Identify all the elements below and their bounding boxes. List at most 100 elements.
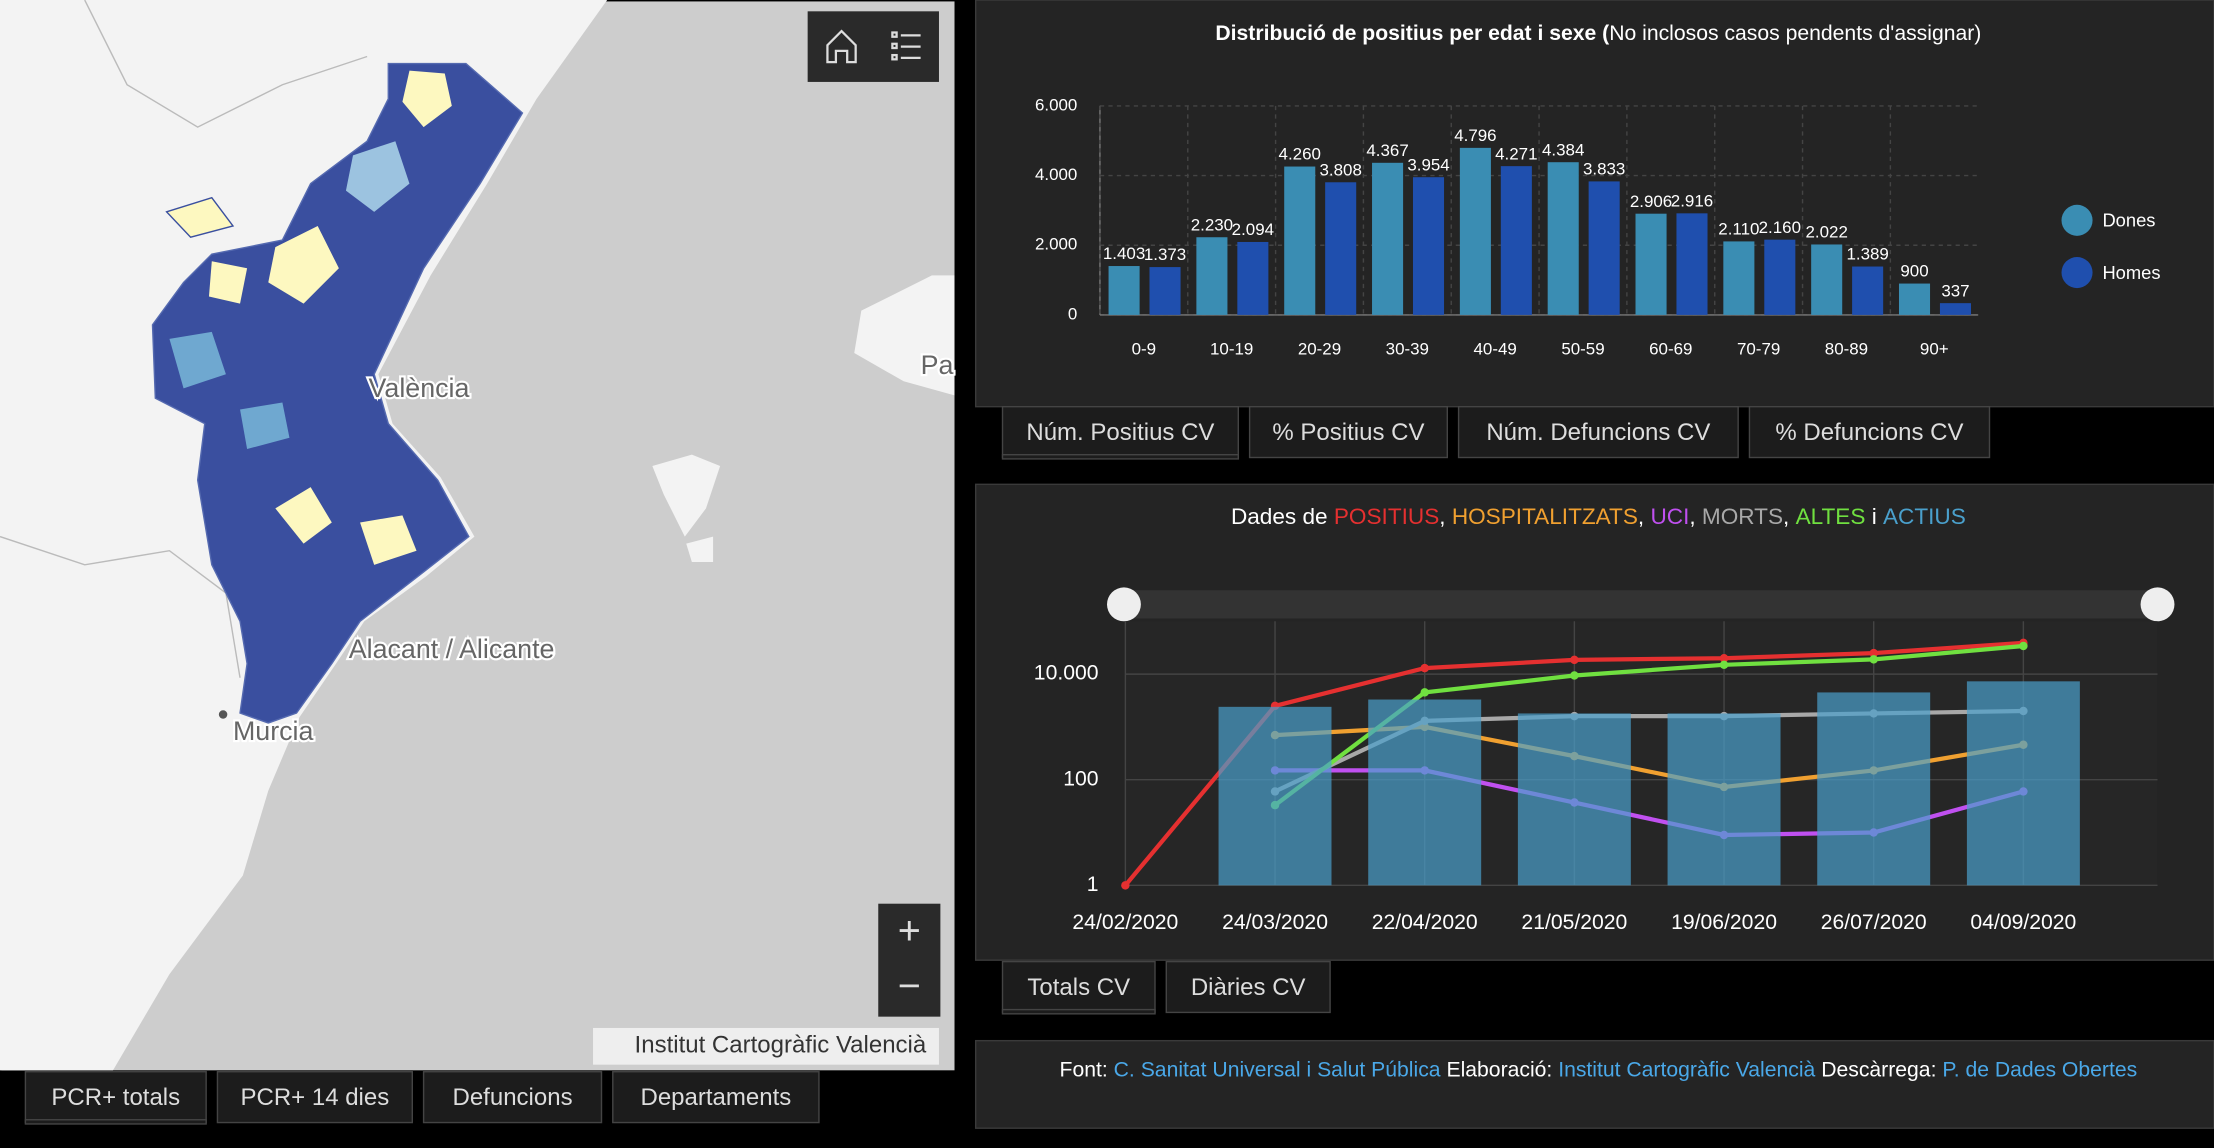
tab-box[interactable] xyxy=(1165,960,1331,1014)
home-button[interactable] xyxy=(826,29,857,64)
title-separator: i xyxy=(1865,504,1883,529)
x-tick-label: 24/03/2020 xyxy=(1222,911,1328,934)
bar xyxy=(1149,267,1181,315)
point xyxy=(1420,663,1429,673)
slider-handle[interactable] xyxy=(2140,587,2175,622)
data-label: 3.954 xyxy=(1407,155,1449,174)
point xyxy=(1719,653,1729,663)
area xyxy=(240,402,290,450)
tab-box[interactable] xyxy=(422,1071,603,1124)
tab-box[interactable] xyxy=(24,1071,207,1124)
footer: Font: C. Sanitat Universal i Salut Públi… xyxy=(1060,1058,2138,1081)
bar xyxy=(1667,713,1781,886)
tab-indicator xyxy=(24,1119,207,1125)
tab-label[interactable]: Núm. Positius CV xyxy=(1026,419,1214,446)
tab[interactable]: Núm. Defuncions CV xyxy=(1457,405,1739,459)
bar xyxy=(1196,237,1228,315)
subtitle: No inclosos casos pendents d'assignar) xyxy=(1609,22,1981,45)
zoom-out[interactable]: − xyxy=(898,964,921,1008)
tab-indicator xyxy=(1001,453,1240,460)
x-tick-label: 04/09/2020 xyxy=(1970,911,2076,934)
tab-box[interactable] xyxy=(612,1071,820,1124)
bar xyxy=(1547,162,1579,315)
zoom-in[interactable]: + xyxy=(898,909,921,953)
area xyxy=(169,331,226,389)
tab-box[interactable] xyxy=(1457,405,1739,459)
tab-label[interactable]: Departaments xyxy=(641,1084,792,1111)
tab-label[interactable]: Núm. Defuncions CV xyxy=(1486,419,1710,446)
legend-label: Dones xyxy=(2102,210,2155,231)
tab-box[interactable] xyxy=(1248,405,1448,459)
data-label: 4.796 xyxy=(1454,126,1496,145)
bar xyxy=(1459,147,1491,315)
bar xyxy=(1588,181,1620,315)
footer-link[interactable]: Institut Cartogràfic Valencià xyxy=(1558,1058,1815,1081)
y-tick-label: 10.000 xyxy=(1034,662,1099,685)
x-tick-label: 26/07/2020 xyxy=(1821,911,1927,934)
area xyxy=(208,261,248,304)
data-label: 2.230 xyxy=(1191,215,1233,234)
tab-label[interactable]: PCR+ 14 dies xyxy=(240,1084,389,1111)
footer-label: Font: xyxy=(1060,1058,1108,1081)
island xyxy=(652,454,721,537)
tab-box[interactable] xyxy=(1748,405,1991,459)
tab[interactable]: Totals CV xyxy=(1001,960,1156,1015)
x-tick-label: 60-69 xyxy=(1649,340,1692,359)
x-tick-label: 20-29 xyxy=(1298,340,1341,359)
map-label: València xyxy=(369,373,470,403)
tab-label[interactable]: Diàries CV xyxy=(1191,974,1306,1001)
title-separator: , xyxy=(1439,504,1452,529)
tab-label[interactable]: % Defuncions CV xyxy=(1775,419,1963,446)
tab[interactable]: % Positius CV xyxy=(1248,405,1448,459)
area xyxy=(402,70,452,128)
tab-label[interactable]: Totals CV xyxy=(1027,974,1130,1001)
bar xyxy=(1852,266,1884,315)
bar xyxy=(1939,303,1971,315)
tab-label[interactable]: Defuncions xyxy=(453,1084,573,1111)
border xyxy=(84,0,368,128)
tab[interactable]: Departaments xyxy=(612,1071,820,1124)
x-tick-label: 19/06/2020 xyxy=(1671,911,1777,934)
point xyxy=(1869,648,1878,658)
slider-handle[interactable] xyxy=(1107,587,1141,622)
footer-link[interactable]: C. Sanitat Universal i Salut Pública xyxy=(1114,1058,1441,1081)
point xyxy=(1121,881,1130,890)
region xyxy=(151,62,524,724)
tab-label[interactable]: PCR+ totals xyxy=(51,1084,180,1111)
tab[interactable]: Núm. Positius CV xyxy=(1001,405,1240,460)
tab[interactable]: Diàries CV xyxy=(1165,960,1331,1014)
title-separator: , xyxy=(1638,504,1651,529)
x-tick-label: 21/05/2020 xyxy=(1521,911,1627,934)
data-label: 2.160 xyxy=(1759,218,1801,237)
x-tick-label: 50-59 xyxy=(1561,340,1604,359)
tab-box[interactable] xyxy=(1001,405,1240,459)
x-tick-label: 40-49 xyxy=(1473,340,1516,359)
y-tick-label: 1 xyxy=(1087,873,1099,896)
tab-box[interactable] xyxy=(216,1071,414,1124)
tab-label[interactable]: % Positius CV xyxy=(1272,419,1424,446)
tab[interactable]: PCR+ 14 dies xyxy=(216,1071,414,1124)
tab[interactable]: PCR+ totals xyxy=(24,1071,207,1125)
x-tick-label: 10-19 xyxy=(1210,340,1253,359)
bar xyxy=(1325,182,1357,315)
footer-link[interactable]: P. de Dades Obertes xyxy=(1942,1058,2137,1081)
tab[interactable]: % Defuncions CV xyxy=(1748,405,1991,459)
y-tick-label: 6.000 xyxy=(1035,95,1077,114)
tab-box[interactable] xyxy=(1001,960,1156,1014)
bar xyxy=(1108,266,1140,315)
data-label: 3.833 xyxy=(1583,160,1625,179)
x-tick-label: 0-9 xyxy=(1132,340,1156,359)
point xyxy=(2019,641,2028,651)
data-label: 1.389 xyxy=(1846,245,1888,264)
y-tick-label: 2.000 xyxy=(1035,235,1077,254)
title-series: ALTES xyxy=(1796,504,1866,529)
layers-button[interactable] xyxy=(891,31,921,61)
map-label: Alacant / Alicante xyxy=(349,634,555,664)
tab[interactable]: Defuncions xyxy=(422,1071,603,1124)
island xyxy=(854,275,955,396)
x-tick-label: 90+ xyxy=(1920,340,1949,359)
bar xyxy=(1368,699,1482,886)
area xyxy=(345,141,410,212)
title-series: UCI xyxy=(1650,504,1689,529)
bar xyxy=(1372,162,1404,315)
